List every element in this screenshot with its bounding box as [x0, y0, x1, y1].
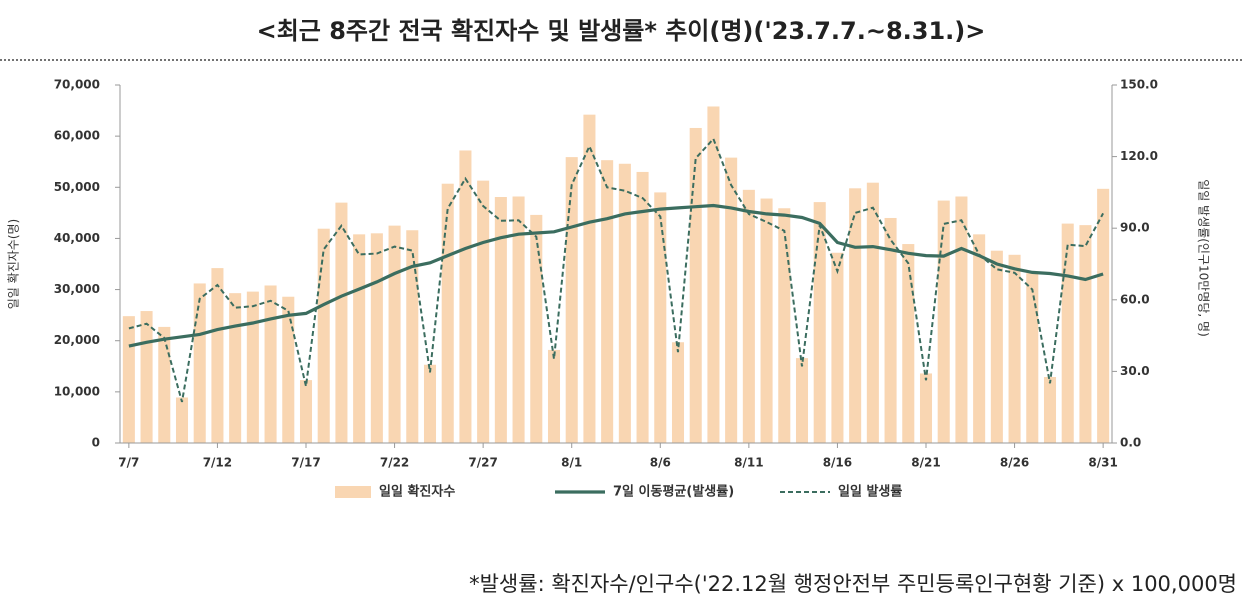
bar: [1043, 377, 1057, 443]
y2-tick-label: 150.0: [1120, 78, 1158, 92]
bar: [760, 198, 773, 443]
y-tick-label: 20,000: [54, 333, 100, 347]
bar: [175, 397, 189, 443]
x-tick-label: 8/11: [734, 456, 763, 470]
bar: [919, 373, 933, 443]
line: [128, 203, 1104, 348]
y-tick-label: 50,000: [54, 180, 100, 194]
y2-tick-label: 90.0: [1120, 221, 1150, 235]
y2-tick-label: 30.0: [1120, 364, 1150, 378]
y-axis-title: 일일 확진자수(명): [7, 219, 21, 309]
x-tick-label: 8/31: [1088, 456, 1117, 470]
x-tick-label: 7/12: [203, 456, 232, 470]
bar: [211, 268, 224, 443]
bar: [1061, 223, 1074, 443]
bar: [725, 157, 738, 443]
dashed-line: [128, 137, 1104, 403]
bar: [547, 349, 561, 443]
x-tick-label: 7/27: [468, 456, 497, 470]
bar: [140, 311, 153, 443]
bar: [831, 252, 844, 443]
bar: [193, 283, 206, 443]
bar: [689, 127, 702, 444]
bar: [229, 293, 242, 443]
bar: [1026, 273, 1039, 443]
y-tick-label: 70,000: [54, 78, 100, 92]
bar: [813, 202, 826, 443]
bar: [1097, 188, 1110, 443]
y2-tick-label: 60.0: [1120, 292, 1150, 306]
bar: [973, 234, 986, 443]
y-tick-label: 60,000: [54, 129, 100, 143]
x-tick-label: 8/16: [823, 456, 852, 470]
bar: [246, 291, 259, 443]
bar: [671, 342, 685, 443]
footnote: *발생률: 확진자수/인구수('22.12월 행정안전부 주민등록인구현황 기준…: [469, 572, 1237, 596]
bar: [583, 114, 596, 444]
bar: [565, 157, 578, 443]
bar: [866, 182, 879, 443]
y-tick-label: 10,000: [54, 384, 100, 398]
bar: [530, 214, 543, 443]
legend-label: 7일 이동평균(발생률): [613, 484, 734, 500]
chart-title: <최근 8주간 전국 확진자수 및 발생률* 추이(명)('23.7.7.~8.…: [257, 17, 986, 45]
bar: [902, 244, 915, 443]
bar: [459, 150, 472, 443]
x-tick-label: 7/7: [118, 456, 139, 470]
bar: [388, 225, 401, 443]
bar: [477, 180, 490, 443]
bar: [1008, 254, 1021, 443]
bar: [122, 316, 135, 443]
bar: [990, 250, 1003, 443]
x-tick-label: 8/6: [650, 456, 671, 470]
bar: [370, 233, 383, 443]
y2-tick-label: 120.0: [1120, 149, 1158, 163]
bar: [282, 296, 295, 443]
y-tick-label: 40,000: [54, 231, 100, 245]
bar: [299, 380, 313, 443]
bar: [778, 208, 791, 443]
x-tick-label: 8/26: [1000, 456, 1029, 470]
bar: [335, 202, 348, 443]
bar: [158, 326, 171, 443]
x-tick-label: 7/17: [291, 456, 320, 470]
bar: [849, 188, 862, 443]
bar: [742, 189, 755, 443]
bar: [654, 192, 667, 443]
y2-axis-title: 일일 발생률(인구10만명당, 명): [1197, 179, 1211, 337]
legend-swatch: [335, 486, 371, 498]
bar: [317, 228, 330, 443]
bar: [707, 106, 720, 443]
legend-label: 일일 확진자수: [379, 484, 455, 500]
legend-label: 일일 발생률: [838, 484, 902, 500]
bar: [601, 160, 614, 443]
bar: [937, 200, 950, 443]
bar: [795, 358, 809, 443]
bar: [494, 197, 507, 443]
y-tick-label: 30,000: [54, 282, 100, 296]
bar: [884, 217, 897, 443]
bar: [636, 171, 649, 443]
bar: [618, 163, 631, 443]
x-tick-label: 8/21: [911, 456, 940, 470]
x-tick-label: 7/22: [380, 456, 409, 470]
bar: [406, 230, 419, 443]
bar: [423, 364, 437, 443]
bar: [353, 234, 366, 443]
bar: [1079, 225, 1092, 443]
y2-tick-label: 0.0: [1120, 436, 1141, 450]
y-tick-label: 0: [92, 436, 100, 450]
x-tick-label: 8/1: [561, 456, 582, 470]
bar: [955, 196, 968, 443]
bar: [441, 183, 454, 443]
bar: [264, 285, 277, 443]
bar: [512, 196, 525, 443]
